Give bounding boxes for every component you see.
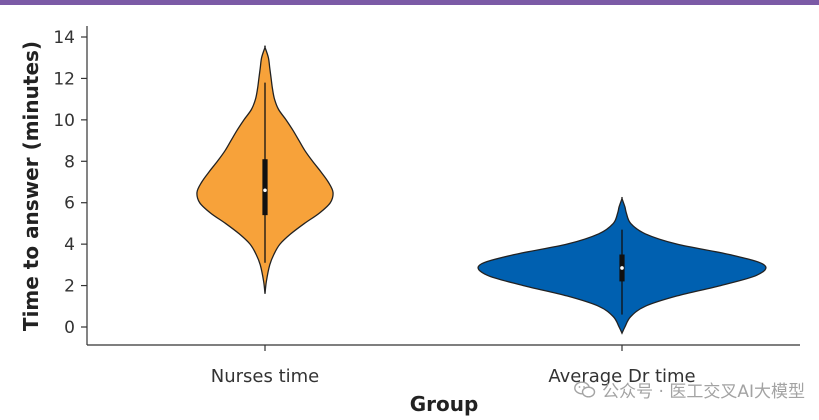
y-tick-label: 6 [64, 194, 75, 214]
x-tick-label: Nurses time [211, 366, 320, 387]
violin-nurses [196, 45, 334, 294]
wechat-icon [574, 380, 596, 398]
watermark-text: 公众号 · 医工交叉AI大模型 [602, 382, 805, 402]
top-accent-rule [0, 0, 819, 5]
y-tick-label: 12 [53, 69, 75, 89]
y-tick-label: 14 [53, 28, 75, 48]
y-tick-label: 8 [64, 152, 75, 172]
violins-layer [196, 45, 767, 335]
median-marker [620, 266, 624, 270]
watermark: 公众号 · 医工交叉AI大模型 [574, 377, 805, 402]
iqr-box [262, 159, 268, 216]
y-tick-label: 4 [64, 235, 75, 255]
violin-doctors [477, 196, 767, 335]
x-axis-title: Group [410, 392, 479, 416]
median-marker [263, 188, 267, 193]
y-tick-label: 2 [64, 277, 75, 297]
y-axis-title: Time to answer (minutes) [19, 41, 43, 331]
y-tick-label: 10 [53, 111, 75, 131]
y-axis-ticks: 0 2 4 6 8 10 12 14 [53, 28, 87, 338]
y-tick-label: 0 [64, 318, 75, 338]
